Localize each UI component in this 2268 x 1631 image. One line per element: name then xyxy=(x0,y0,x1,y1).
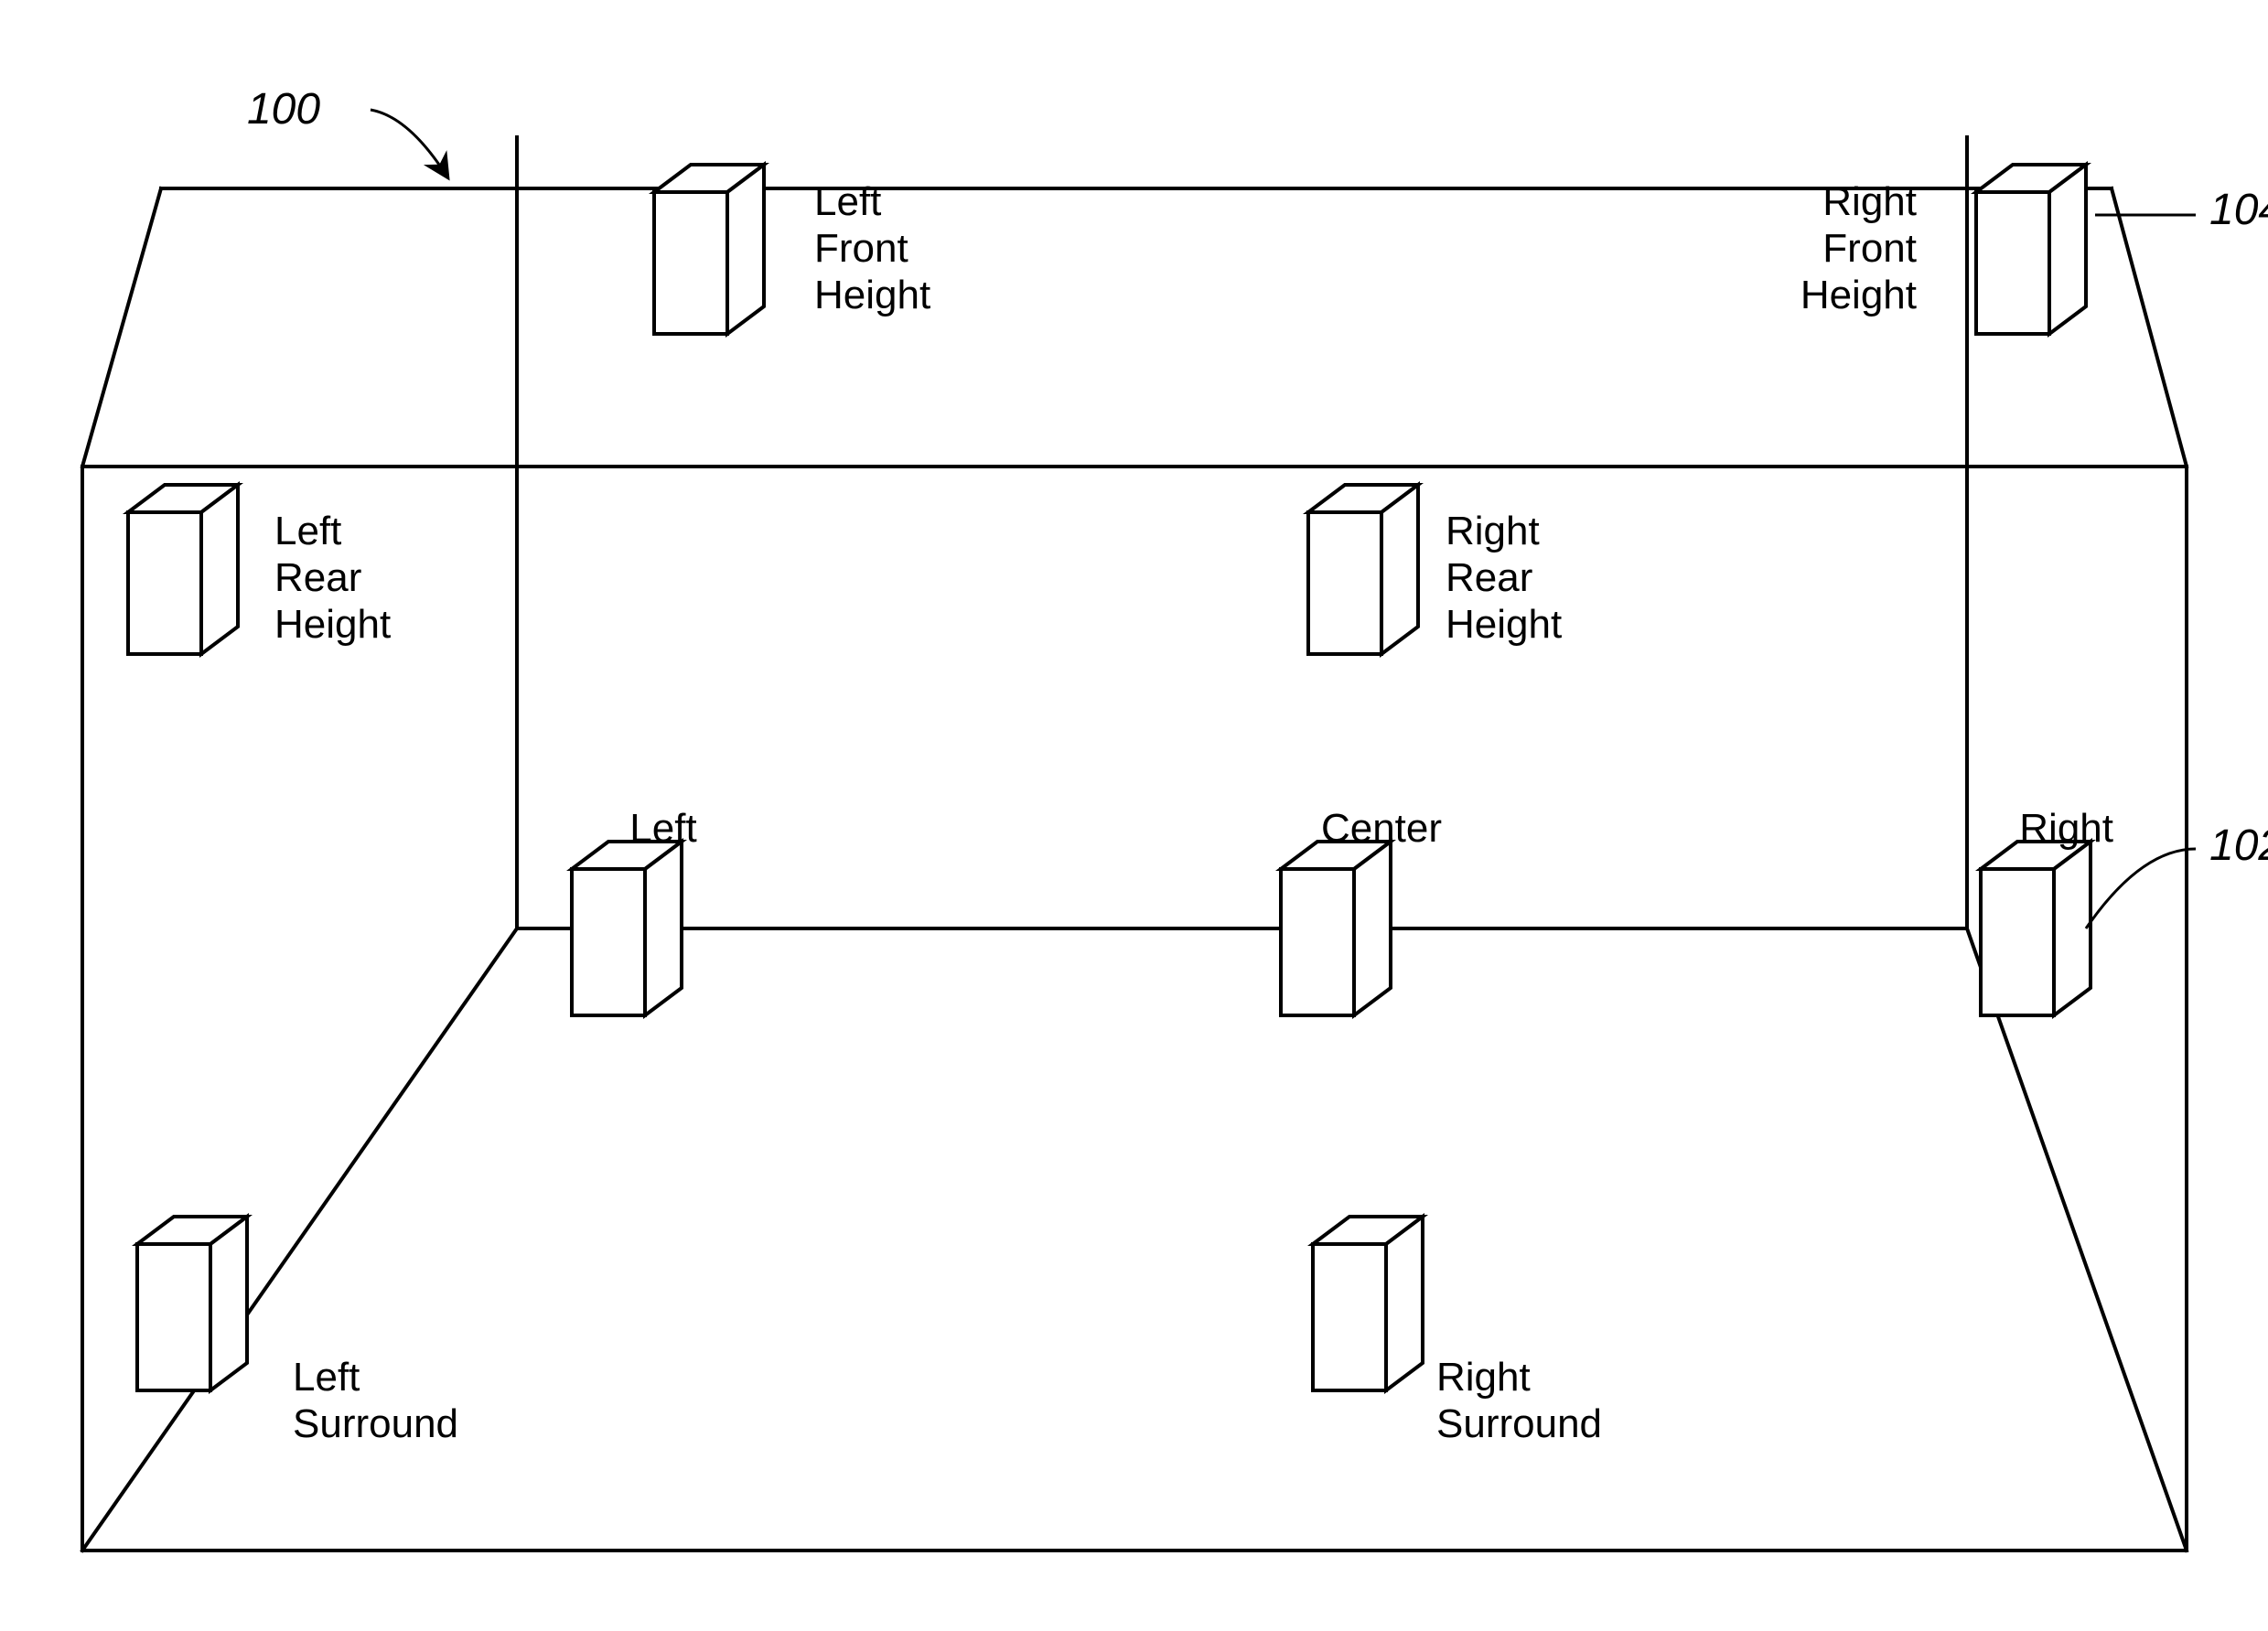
speaker-right-rear-height: RightRearHeight xyxy=(1308,485,1562,654)
speaker-right: Right xyxy=(1981,806,2113,1015)
speaker-left-surround: LeftSurround xyxy=(137,1217,458,1446)
speaker-right-surround: RightSurround xyxy=(1313,1217,1602,1446)
speaker-label-right-surround: RightSurround xyxy=(1436,1355,1602,1446)
speaker-left: Left xyxy=(572,806,697,1015)
speaker-label-left-surround: LeftSurround xyxy=(293,1355,458,1446)
room-box xyxy=(82,137,2187,1551)
ref-label-102: 102 xyxy=(2209,821,2268,870)
ref-label-100: 100 xyxy=(247,85,320,134)
ref-100: 100 xyxy=(247,85,448,178)
speaker-label-left: Left xyxy=(629,806,696,851)
speaker-label-center: Center xyxy=(1321,806,1442,851)
speaker-label-left-front-height: LeftFrontHeight xyxy=(814,179,930,317)
speaker-label-right-front-height: RightFrontHeight xyxy=(1800,179,1917,317)
speaker-label-right-rear-height: RightRearHeight xyxy=(1446,509,1562,647)
speaker-label-right: Right xyxy=(2019,806,2113,851)
ref-label-104: 104 xyxy=(2209,186,2268,234)
speaker-left-rear-height: LeftRearHeight xyxy=(128,485,391,654)
speaker-label-left-rear-height: LeftRearHeight xyxy=(274,509,391,647)
speaker-center: Center xyxy=(1281,806,1442,1015)
